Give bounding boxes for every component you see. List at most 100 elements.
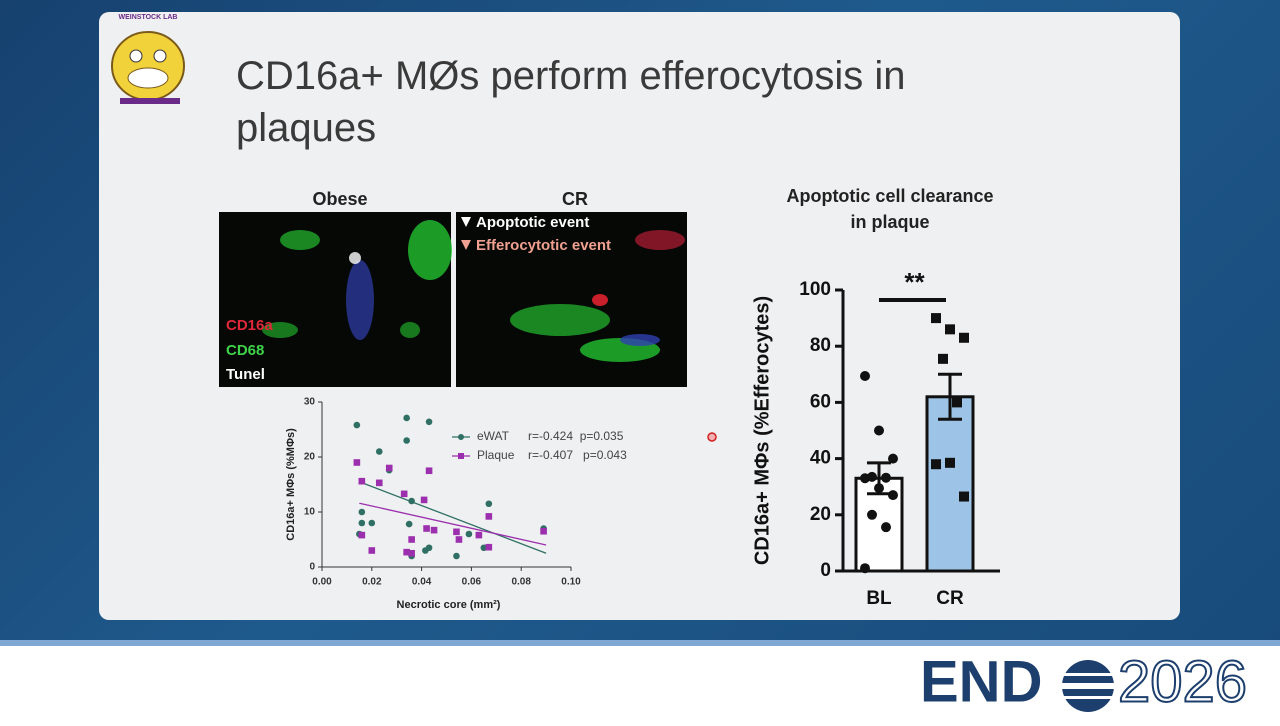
data-point xyxy=(368,519,376,527)
stain-label: Tunel xyxy=(226,366,265,383)
data-point xyxy=(860,473,870,484)
data-point xyxy=(931,459,941,470)
data-point xyxy=(480,544,488,552)
x-tick-label: 0.06 xyxy=(462,577,482,588)
data-point xyxy=(375,448,383,455)
x-tick-label: 0.02 xyxy=(362,577,382,588)
year: 2026 xyxy=(1118,649,1247,714)
data-point xyxy=(945,457,955,468)
panel-label: CR xyxy=(562,189,588,209)
legend-label: eWAT xyxy=(477,429,510,443)
data-point xyxy=(860,370,870,381)
y-tick-label: 20 xyxy=(810,504,831,525)
data-point xyxy=(353,421,361,429)
lab-name: WEINSTOCK LAB xyxy=(119,14,178,21)
data-point xyxy=(458,453,464,459)
data-point xyxy=(430,526,438,534)
x-axis-label: Necrotic core (mm²) xyxy=(397,599,501,611)
data-point xyxy=(485,513,493,520)
y-axis-label: CD16a+ MΦs (%MΦs) xyxy=(285,428,297,541)
data-point xyxy=(408,549,415,557)
slide-title: CD16a+ MØs perform efferocytosis in plaq… xyxy=(236,54,906,150)
x-tick-label: 0.00 xyxy=(312,577,332,588)
data-point xyxy=(358,531,366,539)
micrograph-obese xyxy=(219,212,452,387)
x-tick-label: CR xyxy=(936,588,964,609)
data-point xyxy=(353,459,361,466)
data-point xyxy=(425,418,433,426)
panel-label: Obese xyxy=(312,189,367,209)
data-point xyxy=(959,491,969,502)
data-point xyxy=(874,425,884,436)
data-point xyxy=(453,528,460,536)
data-point xyxy=(867,509,877,520)
significance: ** xyxy=(904,267,925,297)
globe xyxy=(1060,660,1116,712)
data-point xyxy=(375,479,383,487)
y-tick-label: 80 xyxy=(810,335,831,356)
x-tick-label: BL xyxy=(866,588,892,609)
legend-stats: r=-0.407 p=0.043 xyxy=(528,448,627,462)
data-point xyxy=(368,547,376,554)
pointer xyxy=(707,432,717,442)
data-point xyxy=(938,353,948,364)
data-point xyxy=(453,552,460,560)
data-point xyxy=(881,522,891,533)
data-point xyxy=(420,496,428,504)
data-point xyxy=(385,464,393,472)
bar xyxy=(925,395,975,573)
y-tick-label: 0 xyxy=(820,560,831,581)
data-point xyxy=(403,437,410,444)
x-tick-label: 0.08 xyxy=(511,577,531,588)
data-point xyxy=(403,548,410,556)
error-bar xyxy=(938,372,962,421)
legend-label: Efferocytotic event xyxy=(476,237,611,254)
data-point xyxy=(485,500,493,508)
data-point xyxy=(874,483,884,494)
data-point xyxy=(425,467,433,475)
y-axis-label: CD16a+ MΦs (%Efferocytes) xyxy=(751,296,773,565)
y-tick-label: 20 xyxy=(304,452,316,463)
data-point xyxy=(475,531,483,539)
y-tick-label: 100 xyxy=(799,279,831,300)
data-point xyxy=(408,536,415,543)
data-point xyxy=(358,519,366,527)
x-tick-label: 0.10 xyxy=(561,577,581,588)
data-point xyxy=(881,472,891,483)
data-point xyxy=(455,536,463,543)
data-point xyxy=(888,490,898,501)
data-point xyxy=(931,313,941,324)
data-point xyxy=(465,530,473,538)
data-point xyxy=(400,490,408,498)
legend-arrow xyxy=(461,240,471,250)
stain-label: CD16a xyxy=(226,317,273,334)
micrograph-cr xyxy=(456,212,687,387)
data-point xyxy=(425,544,433,552)
brand: END xyxy=(920,649,1042,714)
data-point xyxy=(945,324,955,335)
y-tick-label: 0 xyxy=(309,562,315,573)
y-tick-label: 30 xyxy=(304,397,316,408)
data-point xyxy=(403,414,410,422)
legend-stats: r=-0.424 p=0.035 xyxy=(528,429,624,443)
y-tick-label: 10 xyxy=(304,507,316,518)
y-tick-label: 40 xyxy=(810,448,831,469)
data-point xyxy=(458,434,464,440)
stain-label: CD68 xyxy=(226,342,264,359)
chart-title: Apoptotic cell clearance in plaque xyxy=(786,186,994,232)
x-tick-label: 0.04 xyxy=(412,577,432,588)
data-point xyxy=(952,397,962,408)
y-tick-label: 60 xyxy=(810,391,831,412)
lab-logo: WEINSTOCK LAB xyxy=(111,14,185,104)
legend-label: Plaque xyxy=(477,448,515,462)
data-point xyxy=(485,543,493,551)
legend-label: Apoptotic event xyxy=(476,214,589,231)
data-point xyxy=(358,477,366,485)
data-point xyxy=(959,332,969,343)
trend-line xyxy=(359,502,547,546)
data-point xyxy=(358,508,366,516)
data-point xyxy=(888,453,898,464)
data-point xyxy=(540,527,547,535)
trend-line xyxy=(359,481,547,554)
